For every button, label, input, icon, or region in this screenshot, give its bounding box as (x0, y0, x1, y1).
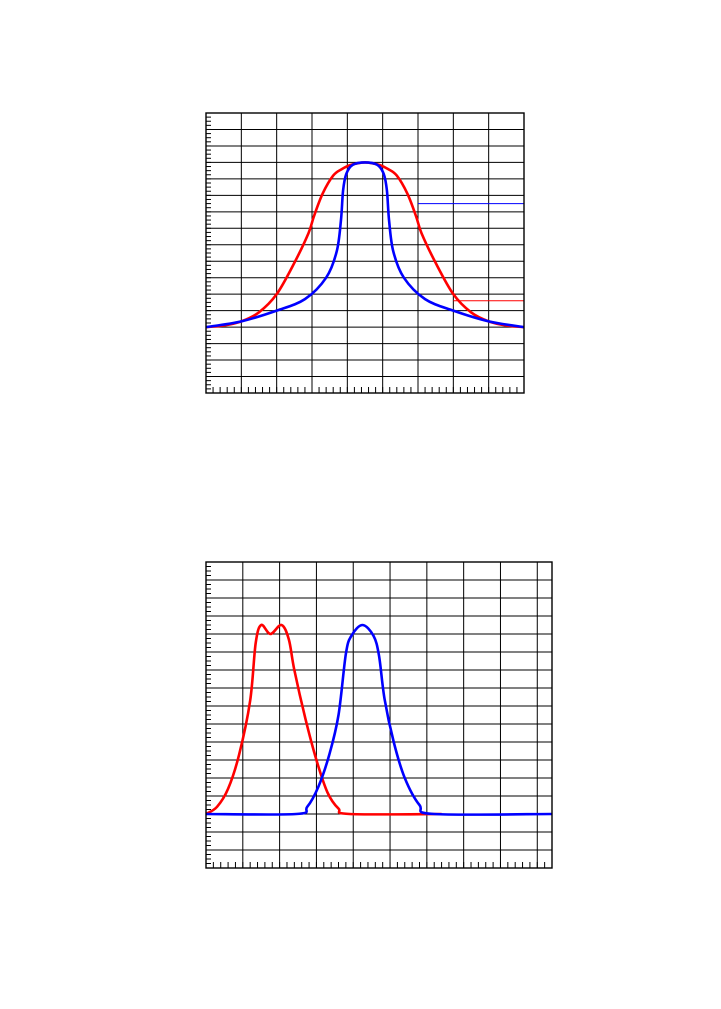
footer-strip (0, 1003, 721, 1009)
top-line-chart (205, 112, 525, 394)
top-chart-frame (205, 112, 525, 394)
top-chart-series-1 (205, 161, 525, 329)
bottom-chart-series-1 (205, 623, 553, 816)
bottom-chart-series-0 (205, 623, 442, 816)
bottom-chart-frame (205, 561, 553, 869)
bottom-line-chart (205, 561, 553, 869)
